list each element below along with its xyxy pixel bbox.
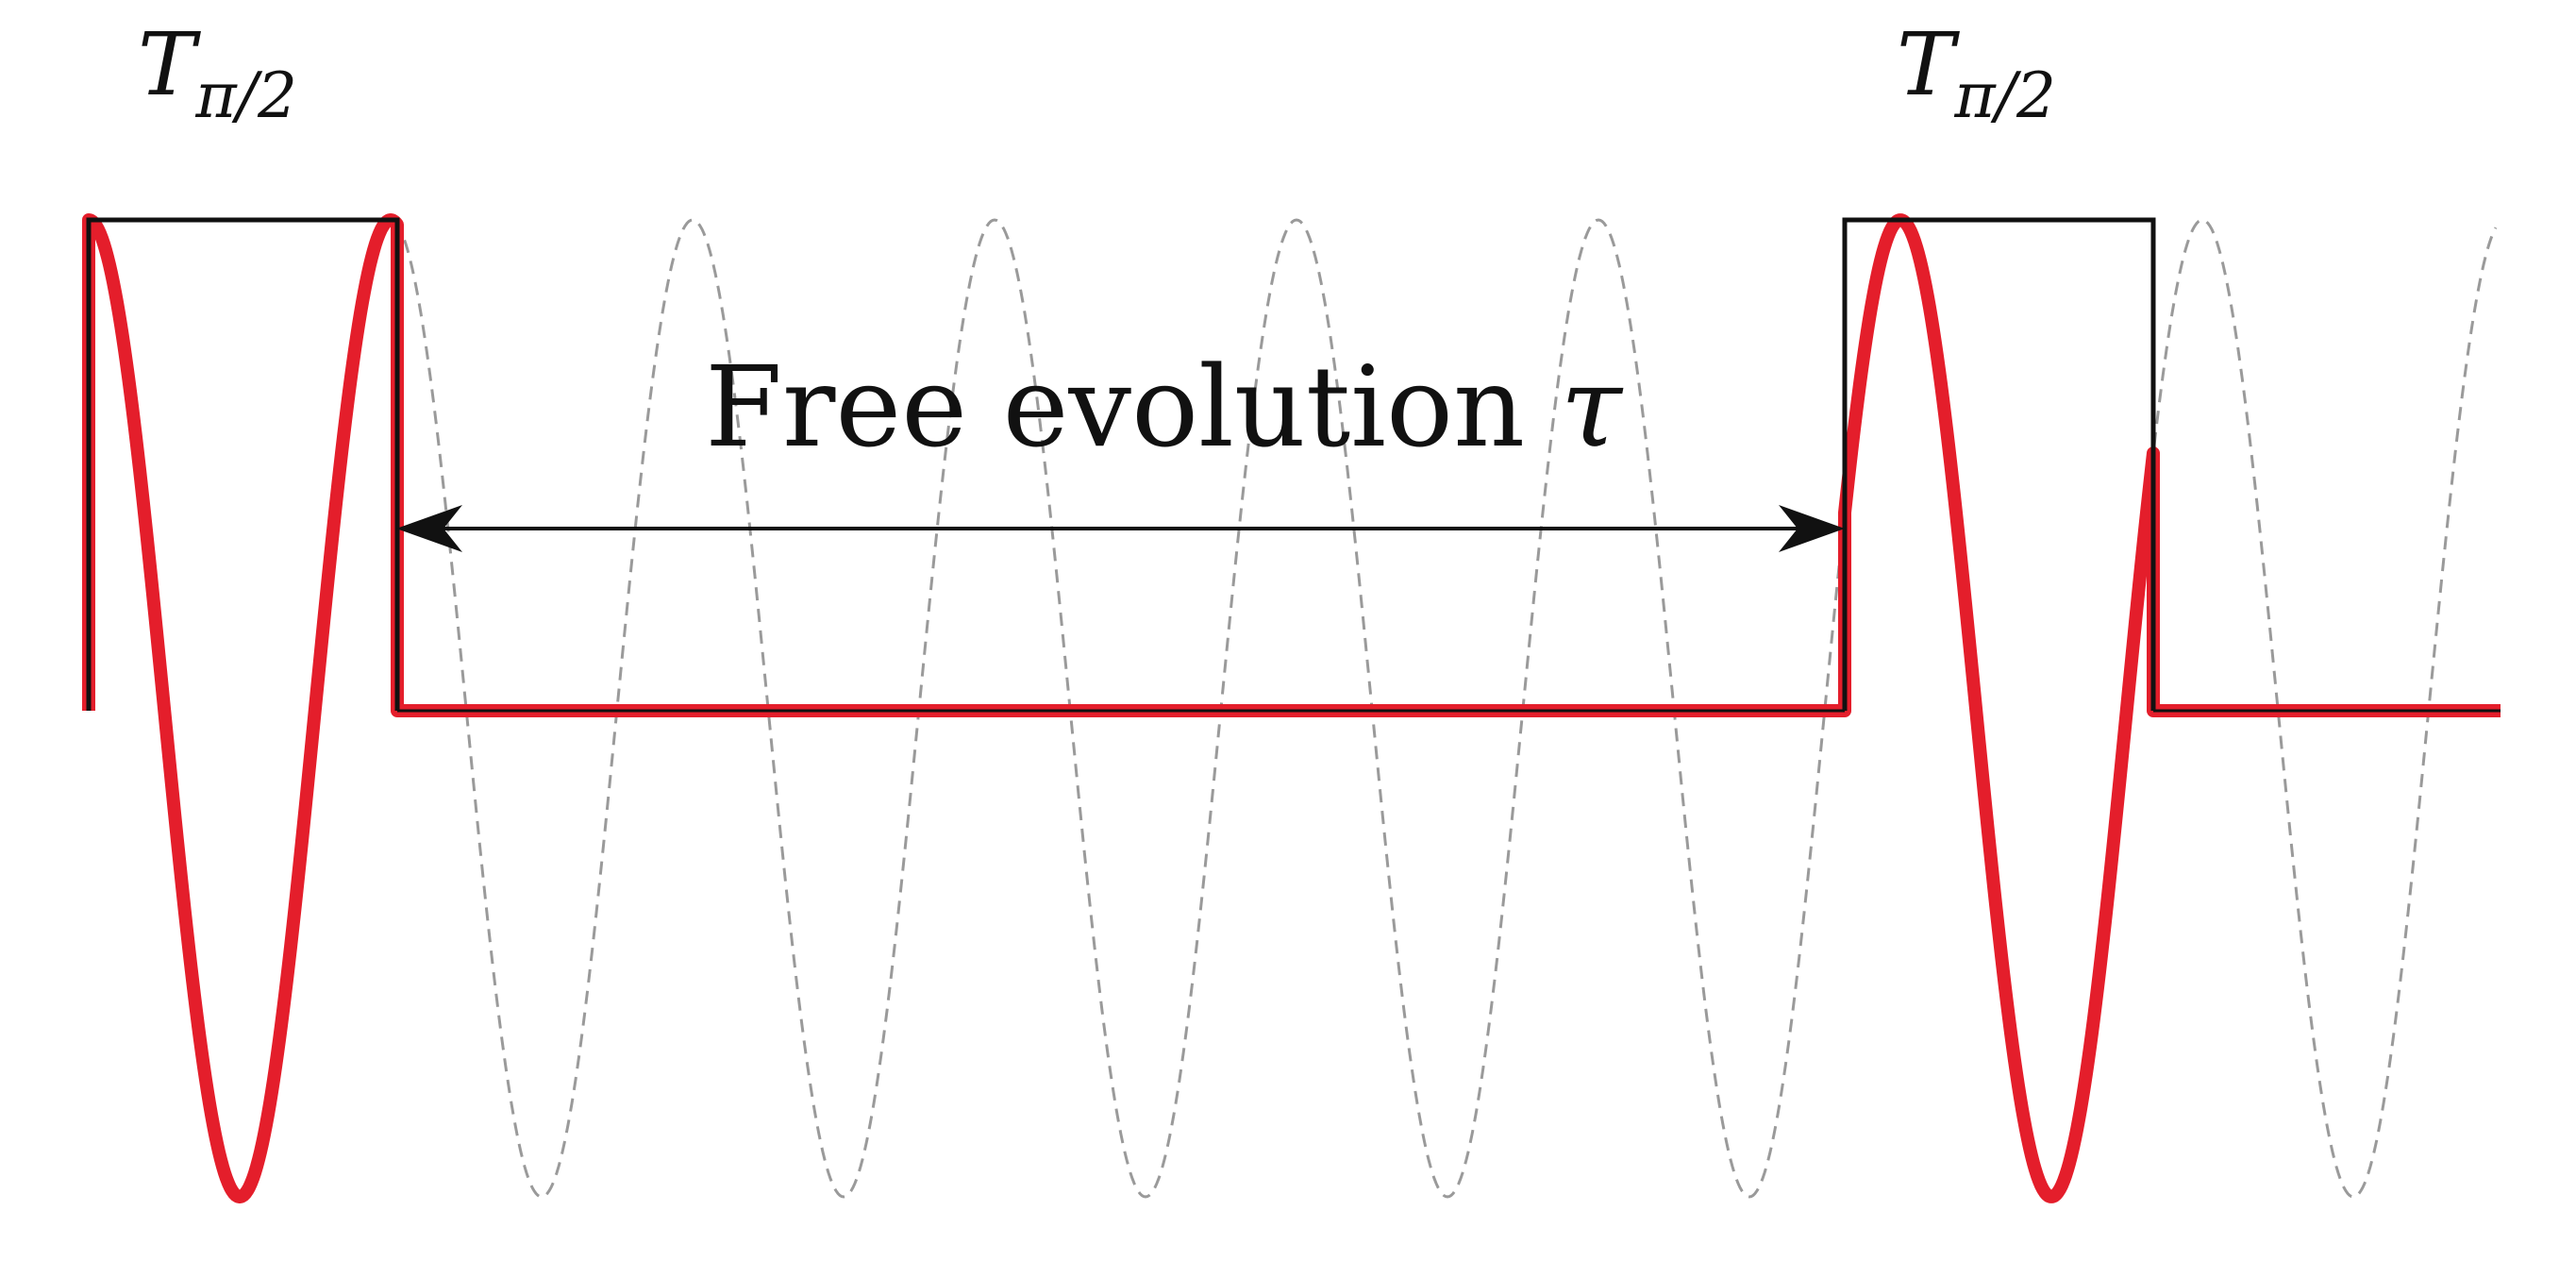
free-evolution-text: Free evolution <box>705 342 1560 472</box>
pulse-label-1-subscript: π/2 <box>194 59 297 132</box>
arrow-head-right <box>1779 505 1845 552</box>
pulse-label-2: Tπ/2 <box>1897 14 2056 132</box>
tau-symbol: τ <box>1561 342 1624 472</box>
arrow-head-left <box>396 505 462 552</box>
pulse-label-1-symbol: T <box>138 14 201 115</box>
pulse-label-1: Tπ/2 <box>138 14 297 132</box>
free-evolution-label: Free evolution τ <box>705 342 1623 472</box>
pulse-label-2-symbol: T <box>1897 14 1960 115</box>
pulse-label-2-subscript: π/2 <box>1953 59 2056 132</box>
pulse-envelope-outline <box>86 217 2156 711</box>
